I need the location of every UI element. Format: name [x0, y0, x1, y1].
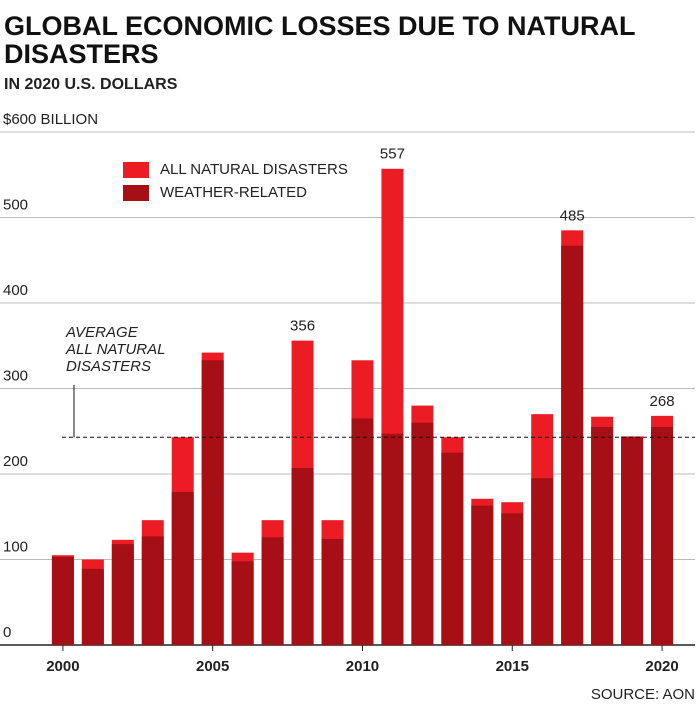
- x-tick-label: 2005: [196, 658, 229, 675]
- bar: [111, 544, 134, 645]
- y-tick-label: 400: [3, 282, 28, 299]
- bar: [561, 245, 584, 645]
- source: SOURCE: AON: [591, 686, 695, 703]
- bar: [621, 437, 644, 645]
- x-tick-label: 2000: [46, 658, 79, 675]
- bar: [81, 568, 104, 645]
- legend-label: WEATHER-RELATED: [160, 184, 307, 201]
- bar: [261, 537, 284, 645]
- value-label: 268: [650, 393, 675, 410]
- bar: [651, 426, 674, 645]
- bar: [531, 478, 554, 645]
- value-label: 485: [560, 207, 585, 224]
- bar: [411, 422, 434, 645]
- x-tick-label: 2015: [496, 658, 529, 675]
- chart-title: GLOBAL ECONOMIC LOSSES DUE TO NATURAL DI…: [4, 11, 636, 69]
- average-label: AVERAGE: [65, 324, 139, 341]
- y-tick-label: 300: [3, 367, 28, 384]
- value-label: 356: [290, 318, 315, 335]
- legend-swatch: [123, 185, 149, 201]
- value-label: 557: [380, 146, 405, 163]
- bar: [501, 513, 524, 645]
- x-tick-label: 2010: [346, 658, 379, 675]
- x-tick-label: 2020: [645, 658, 678, 675]
- bar: [441, 452, 464, 645]
- bar: [591, 426, 614, 645]
- bar: [321, 538, 344, 645]
- bar: [351, 418, 374, 645]
- chart-subtitle: IN 2020 U.S. DOLLARS: [4, 76, 178, 93]
- bar: [291, 468, 314, 645]
- bar: [51, 556, 74, 645]
- y-tick-label: $600 BILLION: [3, 111, 98, 128]
- bar: [471, 505, 494, 645]
- y-tick-label: 100: [3, 538, 28, 555]
- legend-swatch: [123, 162, 149, 178]
- bar: [231, 561, 254, 645]
- average-label: ALL NATURAL: [65, 341, 166, 358]
- bar: [141, 536, 164, 645]
- legend-label: ALL NATURAL DISASTERS: [160, 161, 348, 178]
- average-label: DISASTERS: [66, 358, 151, 375]
- bar: [171, 491, 194, 645]
- bar: [201, 360, 224, 645]
- y-tick-label: 0: [3, 624, 11, 641]
- y-tick-label: 500: [3, 196, 28, 213]
- bar: [381, 433, 404, 645]
- y-tick-label: 200: [3, 453, 28, 470]
